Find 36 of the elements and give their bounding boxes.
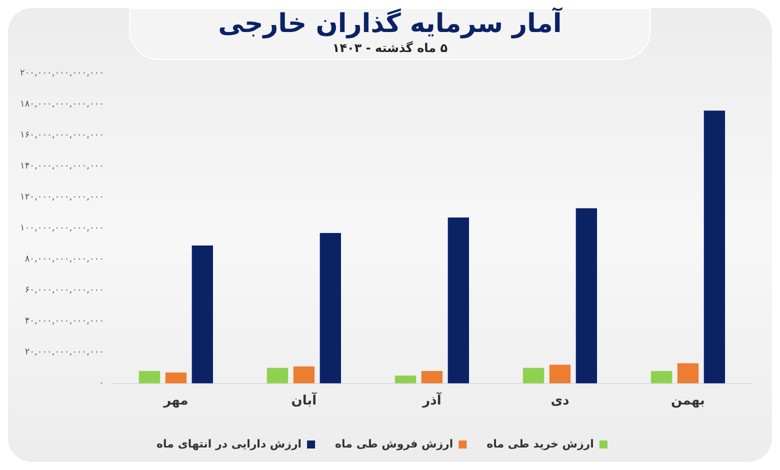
bar xyxy=(320,233,342,384)
bar xyxy=(549,364,571,384)
y-tick-label: ۴۰,۰۰۰,۰۰۰,۰۰۰,۰۰۰ xyxy=(24,316,104,327)
y-tick-label: ۲۰۰,۰۰۰,۰۰۰,۰۰۰,۰۰۰ xyxy=(20,68,104,79)
bar xyxy=(293,366,315,384)
chart-subtitle: ۵ ماه گذشته - ۱۴۰۳ xyxy=(331,40,449,57)
x-tick-label: دی xyxy=(550,394,570,409)
bar xyxy=(677,363,699,384)
y-tick-label: ۱۴۰,۰۰۰,۰۰۰,۰۰۰,۰۰۰ xyxy=(20,162,104,172)
bar xyxy=(394,376,416,384)
bar xyxy=(704,110,726,384)
bar xyxy=(138,371,160,384)
x-tick-label: مهر xyxy=(162,394,188,409)
bar xyxy=(448,218,470,384)
y-tick-label: ۸۰,۰۰۰,۰۰۰,۰۰۰,۰۰۰ xyxy=(24,254,104,265)
y-tick-label: ۲۰,۰۰۰,۰۰۰,۰۰۰,۰۰۰ xyxy=(24,348,104,358)
legend-label: ارزش فروش طی ماه xyxy=(335,437,454,450)
x-tick-label: آذر xyxy=(422,392,442,409)
bar xyxy=(192,245,213,384)
y-tick-label: ۶۰,۰۰۰,۰۰۰,۰۰۰,۰۰۰ xyxy=(24,286,104,296)
x-tick-label: آبان xyxy=(291,392,318,409)
chart-title: آمار سرمایه گذاران خارجی xyxy=(217,9,564,39)
legend-label: ارزش خرید طی ماه xyxy=(486,437,594,450)
legend-label: ارزش دارایی در انتهای ماه xyxy=(156,437,302,450)
y-tick-label: ۰ xyxy=(99,378,104,389)
y-tick-label: ۱۰۰,۰۰۰,۰۰۰,۰۰۰,۰۰۰ xyxy=(20,224,104,234)
y-tick-label: ۱۲۰,۰۰۰,۰۰۰,۰۰۰,۰۰۰ xyxy=(20,192,104,203)
bar xyxy=(522,368,544,384)
bar xyxy=(576,208,598,384)
bar xyxy=(266,368,288,384)
y-tick-label: ۱۶۰,۰۰۰,۰۰۰,۰۰۰,۰۰۰ xyxy=(20,130,104,141)
bar xyxy=(165,372,187,384)
x-tick-label: بهمن xyxy=(671,394,705,409)
bar xyxy=(421,371,443,384)
y-tick-label: ۱۸۰,۰۰۰,۰۰۰,۰۰۰,۰۰۰ xyxy=(20,100,104,110)
bar xyxy=(650,371,672,384)
